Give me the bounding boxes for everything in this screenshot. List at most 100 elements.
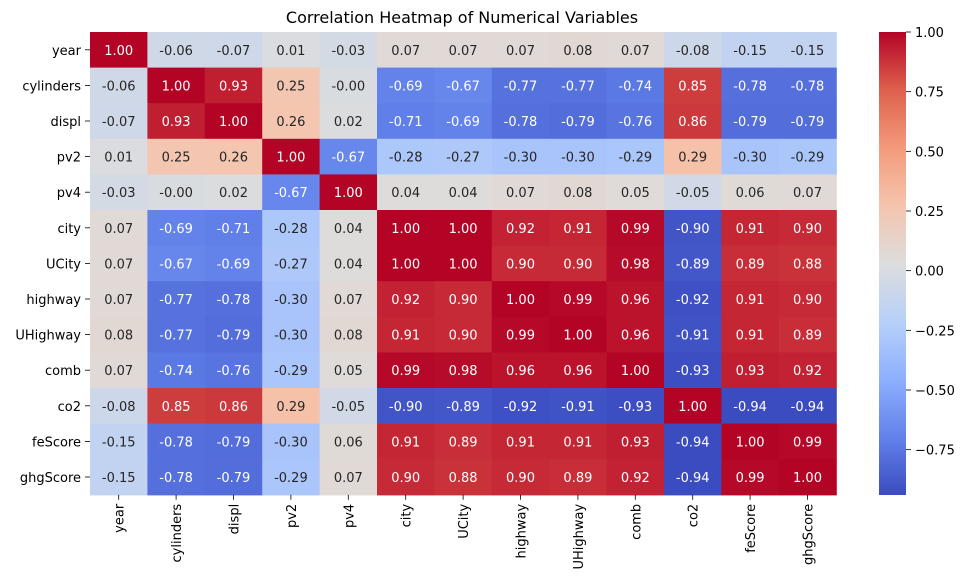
heatmap-cell (262, 138, 321, 175)
heatmap-cell (319, 388, 378, 425)
heatmap-cell (147, 210, 206, 247)
cell-value-label: 1.00 (334, 186, 363, 201)
cell-value-label: 0.89 (563, 471, 592, 486)
cell-value-label: 0.07 (506, 186, 535, 201)
cell-value-label: 0.07 (104, 222, 133, 237)
heatmap-cell (606, 388, 665, 425)
x-tick-label: UCity (457, 503, 472, 538)
heatmap-cell (262, 459, 321, 496)
heatmap-cell (90, 281, 148, 318)
cell-value-label: 0.02 (334, 115, 363, 130)
cell-value-label: -0.69 (446, 115, 480, 130)
cell-value-label: -0.29 (274, 471, 308, 486)
heatmap-cell (377, 103, 435, 140)
heatmap-cell (549, 210, 608, 247)
cell-value-label: -0.69 (217, 257, 251, 272)
heatmap-cell (204, 316, 263, 353)
cell-value-label: 0.93 (162, 115, 191, 130)
cell-value-label: -0.67 (331, 151, 365, 166)
cell-value-label: -0.92 (504, 400, 538, 415)
heatmap-cell (204, 174, 263, 211)
cell-value-label: -0.30 (274, 293, 308, 308)
cell-value-label: 0.06 (736, 186, 765, 201)
heatmap-cell (778, 138, 837, 175)
cell-value-label: 0.86 (219, 400, 248, 415)
heatmap-cell (721, 352, 780, 389)
heatmap-cell (778, 103, 837, 140)
cell-value-label: -0.77 (504, 79, 538, 94)
heatmap-cell (319, 316, 378, 353)
cell-value-label: 0.07 (793, 186, 822, 201)
colorbar: 1.00 0.75 0.50 0.25 0.00 −0.25 −0.50 −0.75 (879, 26, 955, 495)
cell-value-label: 0.99 (391, 364, 420, 379)
heatmap-cell (491, 138, 550, 175)
cell-value-label: -0.74 (159, 364, 193, 379)
x-tick-label: pv4 (342, 504, 357, 528)
cell-value-label: -0.30 (274, 329, 308, 344)
cell-value-label: 0.05 (334, 364, 363, 379)
heatmap-cell (491, 281, 550, 318)
heatmap-cell (491, 32, 550, 69)
cell-value-label: 0.91 (736, 293, 765, 308)
cell-value-label: -0.94 (676, 435, 710, 450)
x-tick-label: year (113, 503, 128, 533)
cell-value-label: 0.26 (276, 115, 305, 130)
heatmap-cell (721, 423, 780, 460)
cell-value-label: 1.00 (621, 364, 650, 379)
cell-value-label: -0.27 (446, 151, 480, 166)
heatmap-cell (262, 316, 321, 353)
heatmap-cell (319, 138, 378, 175)
heatmap-cell (664, 245, 722, 282)
heatmap-cell (204, 459, 263, 496)
cell-value-label: 0.98 (621, 257, 650, 272)
y-tick-label: city (57, 222, 81, 237)
heatmap-cell (778, 388, 837, 425)
heatmap-cell (778, 423, 837, 460)
cell-value-label: 0.05 (621, 186, 650, 201)
cell-value-label: -0.91 (676, 329, 710, 344)
cell-value-label: -0.79 (791, 115, 825, 130)
heatmap-cell (549, 388, 608, 425)
cell-value-label: 1.00 (449, 222, 478, 237)
heatmap-cell (319, 174, 378, 211)
cell-value-label: -0.91 (561, 400, 595, 415)
cell-value-label: -0.76 (217, 364, 251, 379)
cell-value-label: 1.00 (736, 435, 765, 450)
heatmap-cell (664, 388, 722, 425)
cell-value-label: 0.07 (104, 293, 133, 308)
y-tick-labels: year cylinders displ pv2 pv4 city UCity highway… (15, 44, 90, 486)
cell-value-label: 0.29 (678, 151, 707, 166)
heatmap-cell (319, 103, 378, 140)
cell-value-label: 0.93 (621, 435, 650, 450)
cell-value-label: -0.71 (217, 222, 251, 237)
heatmap-cell (147, 316, 206, 353)
cell-value-label: 0.07 (104, 364, 133, 379)
heatmap-cell (262, 423, 321, 460)
cell-value-label: 0.99 (506, 329, 535, 344)
cell-value-label: 1.00 (104, 44, 133, 59)
cell-value-label: 1.00 (391, 222, 420, 237)
heatmap-cell (204, 67, 263, 104)
heatmap-cell (721, 388, 780, 425)
cell-value-label: 0.96 (621, 293, 650, 308)
cell-value-label: 0.91 (506, 435, 535, 450)
cell-value-label: 0.89 (449, 435, 478, 450)
cell-value-label: -0.93 (676, 364, 710, 379)
heatmap-cell (262, 32, 321, 69)
cell-value-label: 1.00 (793, 471, 822, 486)
cell-value-label: -0.69 (389, 79, 423, 94)
cell-value-label: -0.93 (618, 400, 652, 415)
heatmap-cell (721, 174, 780, 211)
heatmap-cell (319, 210, 378, 247)
heatmap-cell (147, 281, 206, 318)
cell-value-label: 0.99 (563, 293, 592, 308)
x-tick-label: UHighway (572, 503, 587, 569)
heatmap-cell (664, 210, 722, 247)
cell-value-label: 1.00 (678, 400, 707, 415)
heatmap-cell (664, 174, 722, 211)
cell-value-label: 1.00 (563, 329, 592, 344)
heatmap-cell (434, 103, 493, 140)
chart-title: Correlation Heatmap of Numerical Variabl… (286, 8, 638, 27)
cell-value-label: -0.05 (331, 400, 365, 415)
cell-value-label: -0.74 (618, 79, 652, 94)
